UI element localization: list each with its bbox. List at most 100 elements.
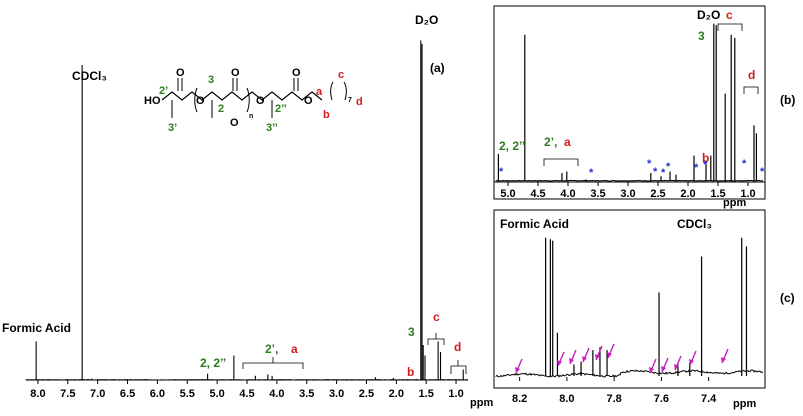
panel-c-tick-label-2: 7.8	[606, 393, 621, 405]
panel-c-tick-label-4: 7.4	[701, 393, 717, 405]
structure-carbonyls	[178, 78, 298, 91]
panel-b-impurity-star-9: *	[742, 158, 747, 170]
panel-c-arrow-0	[515, 359, 522, 373]
panel-c-xlabel: ppm	[733, 398, 756, 410]
panel-a-tick-label-8: 4.0	[269, 388, 284, 400]
panel-a-tick-label-2: 7.0	[90, 388, 105, 400]
panel-b-tick-label-4: 3.0	[620, 188, 635, 200]
panel-a-tick-label-4: 6.0	[150, 388, 165, 400]
structure-atom-o1: O	[176, 67, 185, 79]
panel-b-bracket-c	[718, 24, 742, 31]
panel-a-peak-d-label: d	[454, 340, 461, 354]
panel-a-tick-label-14: 1.0	[448, 388, 463, 400]
panel-a-formic-acid-label: Formic Acid	[2, 321, 71, 335]
panel-b-bracket-d	[744, 87, 758, 94]
panel-c-arrow-1	[557, 352, 564, 366]
structure-atom-o4: O	[230, 117, 239, 129]
panel-c-tick-label-1: 8.0	[559, 393, 574, 405]
panel-b-tick-label-5: 2.5	[650, 188, 665, 200]
panel-c-spectrum-line	[496, 370, 763, 377]
structure-label-b: b	[323, 109, 330, 121]
panel-b-tick-label-2: 4.0	[560, 188, 575, 200]
panel-a-tick-label-1: 7.5	[60, 388, 75, 400]
panel-a-panel-label: (a)	[430, 61, 445, 75]
panel-a-ticks	[38, 380, 456, 384]
panel-c-panel-label: (c)	[780, 291, 795, 305]
panel-a-tick-label-10: 3.0	[329, 388, 344, 400]
structure-backbone	[162, 92, 322, 100]
panel-a-tick-label-5: 5.5	[180, 388, 195, 400]
panel-b-tick-label-3: 3.5	[590, 188, 605, 200]
panel-a-peak-b-label: b	[407, 365, 414, 379]
panel-b-impurity-star-2: *	[589, 167, 594, 179]
panel-b-d2o-label: D₂O	[697, 8, 720, 22]
panel-a-peak-2-2pp-label: 2, 2’’	[200, 356, 226, 370]
panel-c-cdcl3-label: CDCl₃	[677, 217, 712, 231]
panel-b-bracket-2p-a	[544, 159, 578, 166]
panel-a-peak-2p-label: 2’,	[265, 342, 278, 356]
panel-b-spectrum-line	[496, 180, 763, 181]
panel-a-d2o-label: D₂O	[415, 13, 438, 27]
panel-a-tick-labels: 8.0 7.5 7.0 6.5 6.0 5.5 5.0 4.5 4.0 3.5 3.0 2.5 2.0 1…	[30, 388, 463, 400]
panel-b-ticks	[508, 182, 748, 186]
structure-atom-o6: O	[292, 67, 301, 79]
panel-a-peaks	[36, 41, 463, 381]
panel-c-formic-acid-label: Formic Acid	[500, 217, 569, 231]
panel-a-xlabel: ppm	[470, 397, 493, 409]
panel-a-tick-label-13: 1.5	[419, 388, 434, 400]
panel-c-arrow-7	[661, 358, 668, 372]
panel-c-arrows	[515, 344, 728, 373]
panel-a: 8.0 7.5 7.0 6.5 6.0 5.5 5.0 4.5 4.0 3.5 3.0 2.5 2.0 1…	[2, 13, 493, 409]
panel-c-frame	[494, 210, 765, 388]
panel-a-tick-label-7: 4.5	[239, 388, 254, 400]
panel-a-tick-label-3: 6.5	[120, 388, 135, 400]
panel-b-peak-3-label: 3	[698, 29, 705, 43]
structure-label-3pp: 3’’	[266, 122, 278, 134]
panel-a-bracket-c	[428, 333, 444, 345]
panel-b-tick-label-0: 5.0	[500, 188, 515, 200]
structure-subscript-n: n	[249, 113, 253, 120]
panel-a-peak-3-label: 3	[408, 325, 415, 339]
panel-b-impurity-star-8: *	[703, 159, 708, 171]
panel-b-impurity-star-3: *	[647, 158, 652, 170]
panel-a-tick-label-0: 8.0	[30, 388, 45, 400]
panel-b-impurity-star-1: *	[760, 166, 765, 178]
panel-c-arrow-3	[582, 348, 589, 362]
panel-b-peak-2-2pp-label: 2, 2’’	[499, 139, 525, 153]
panel-b-impurity-star-0: *	[499, 166, 504, 178]
structure-label-2p: 2’	[159, 85, 168, 97]
panel-c-ticks	[520, 377, 709, 381]
structure-label-3p: 3’	[168, 122, 177, 134]
panel-b-tick-label-1: 4.5	[530, 188, 545, 200]
panel-a-tick-label-6: 5.0	[209, 388, 224, 400]
panel-b-impurity-star-6: *	[666, 161, 671, 173]
panel-a-cdcl3-label: CDCl₃	[72, 69, 107, 83]
polymer-structure: HO O O O O O O O n 7 2’ 3’ 2 3 2’’ 3’’ a…	[144, 67, 363, 134]
structure-label-3: 3	[208, 74, 214, 86]
panel-b-tick-label-6: 2.0	[680, 188, 695, 200]
panel-b-peak-2p-label: 2’,	[544, 135, 557, 149]
panel-a-tick-label-11: 2.5	[359, 388, 374, 400]
panel-c-tick-label-0: 8.2	[512, 393, 527, 405]
structure-subscript-7: 7	[348, 97, 352, 104]
structure-label-2: 2	[218, 103, 224, 115]
panel-b-impurity-star-4: *	[653, 166, 658, 178]
panel-a-bracket-2p-a	[243, 357, 303, 369]
panel-c-arrow-4	[595, 346, 602, 360]
structure-atom-o3: O	[231, 67, 240, 79]
panel-a-tick-label-12: 2.0	[389, 388, 404, 400]
structure-atom-o2: O	[196, 95, 205, 107]
panel-b-peak-d-label: d	[748, 68, 755, 82]
structure-label-2pp: 2’’	[275, 103, 287, 115]
panel-c-arrow-10	[721, 349, 728, 363]
structure-label-d: d	[356, 96, 363, 108]
panel-a-peak-a-label: a	[291, 342, 298, 356]
structure-label-a: a	[316, 86, 323, 98]
panel-b-xlabel: ppm	[723, 197, 746, 209]
panel-a-tick-label-9: 3.5	[299, 388, 314, 400]
